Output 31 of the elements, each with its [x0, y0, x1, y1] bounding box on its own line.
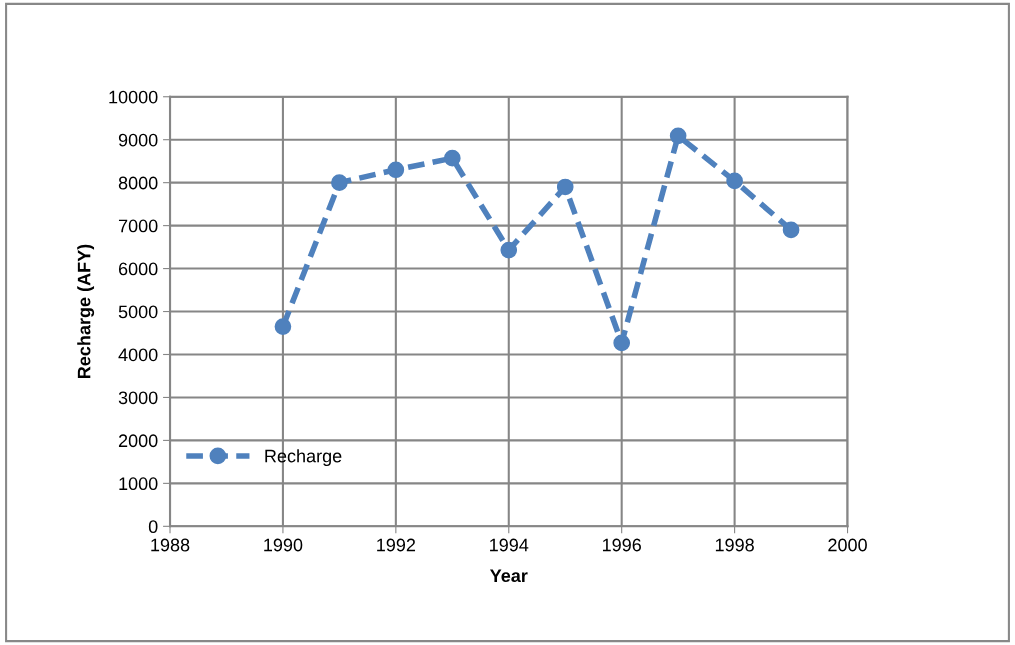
y-tick-label: 5000 [118, 305, 158, 319]
point [782, 221, 800, 239]
point [669, 127, 687, 145]
point [556, 178, 574, 196]
point [387, 161, 405, 179]
x-tick-label: 1990 [264, 538, 303, 552]
point [500, 241, 518, 259]
y-tick-label: 9000 [118, 133, 158, 147]
x-tick-label: 1998 [715, 538, 754, 552]
y-tick-label: 1000 [119, 477, 158, 491]
y-tick-label: 8000 [118, 176, 158, 190]
point [443, 149, 461, 167]
x-tick-label: 1992 [377, 538, 416, 552]
x-axis-title: Year [490, 569, 528, 583]
point [613, 334, 631, 352]
y-tick-label: 2000 [118, 434, 158, 448]
y-tick-label: 10000 [109, 90, 158, 104]
point [274, 318, 292, 335]
y-tick-label: 4000 [118, 348, 158, 362]
y-tick-label: 6000 [118, 262, 158, 276]
x-tick-label: 1996 [602, 538, 641, 552]
point [726, 172, 743, 190]
y-axis-title: Recharge (AFY) [77, 244, 95, 379]
x-tick-label: 2000 [828, 538, 867, 552]
y-tick-label: 7000 [118, 219, 158, 233]
y-tick-label: 0 [148, 520, 158, 534]
x-tick-label: 1994 [490, 538, 529, 552]
legend-label: Recharge [265, 449, 342, 466]
x-tick-label: 1988 [151, 538, 190, 552]
point [331, 174, 348, 191]
y-tick-label: 3000 [118, 391, 158, 405]
